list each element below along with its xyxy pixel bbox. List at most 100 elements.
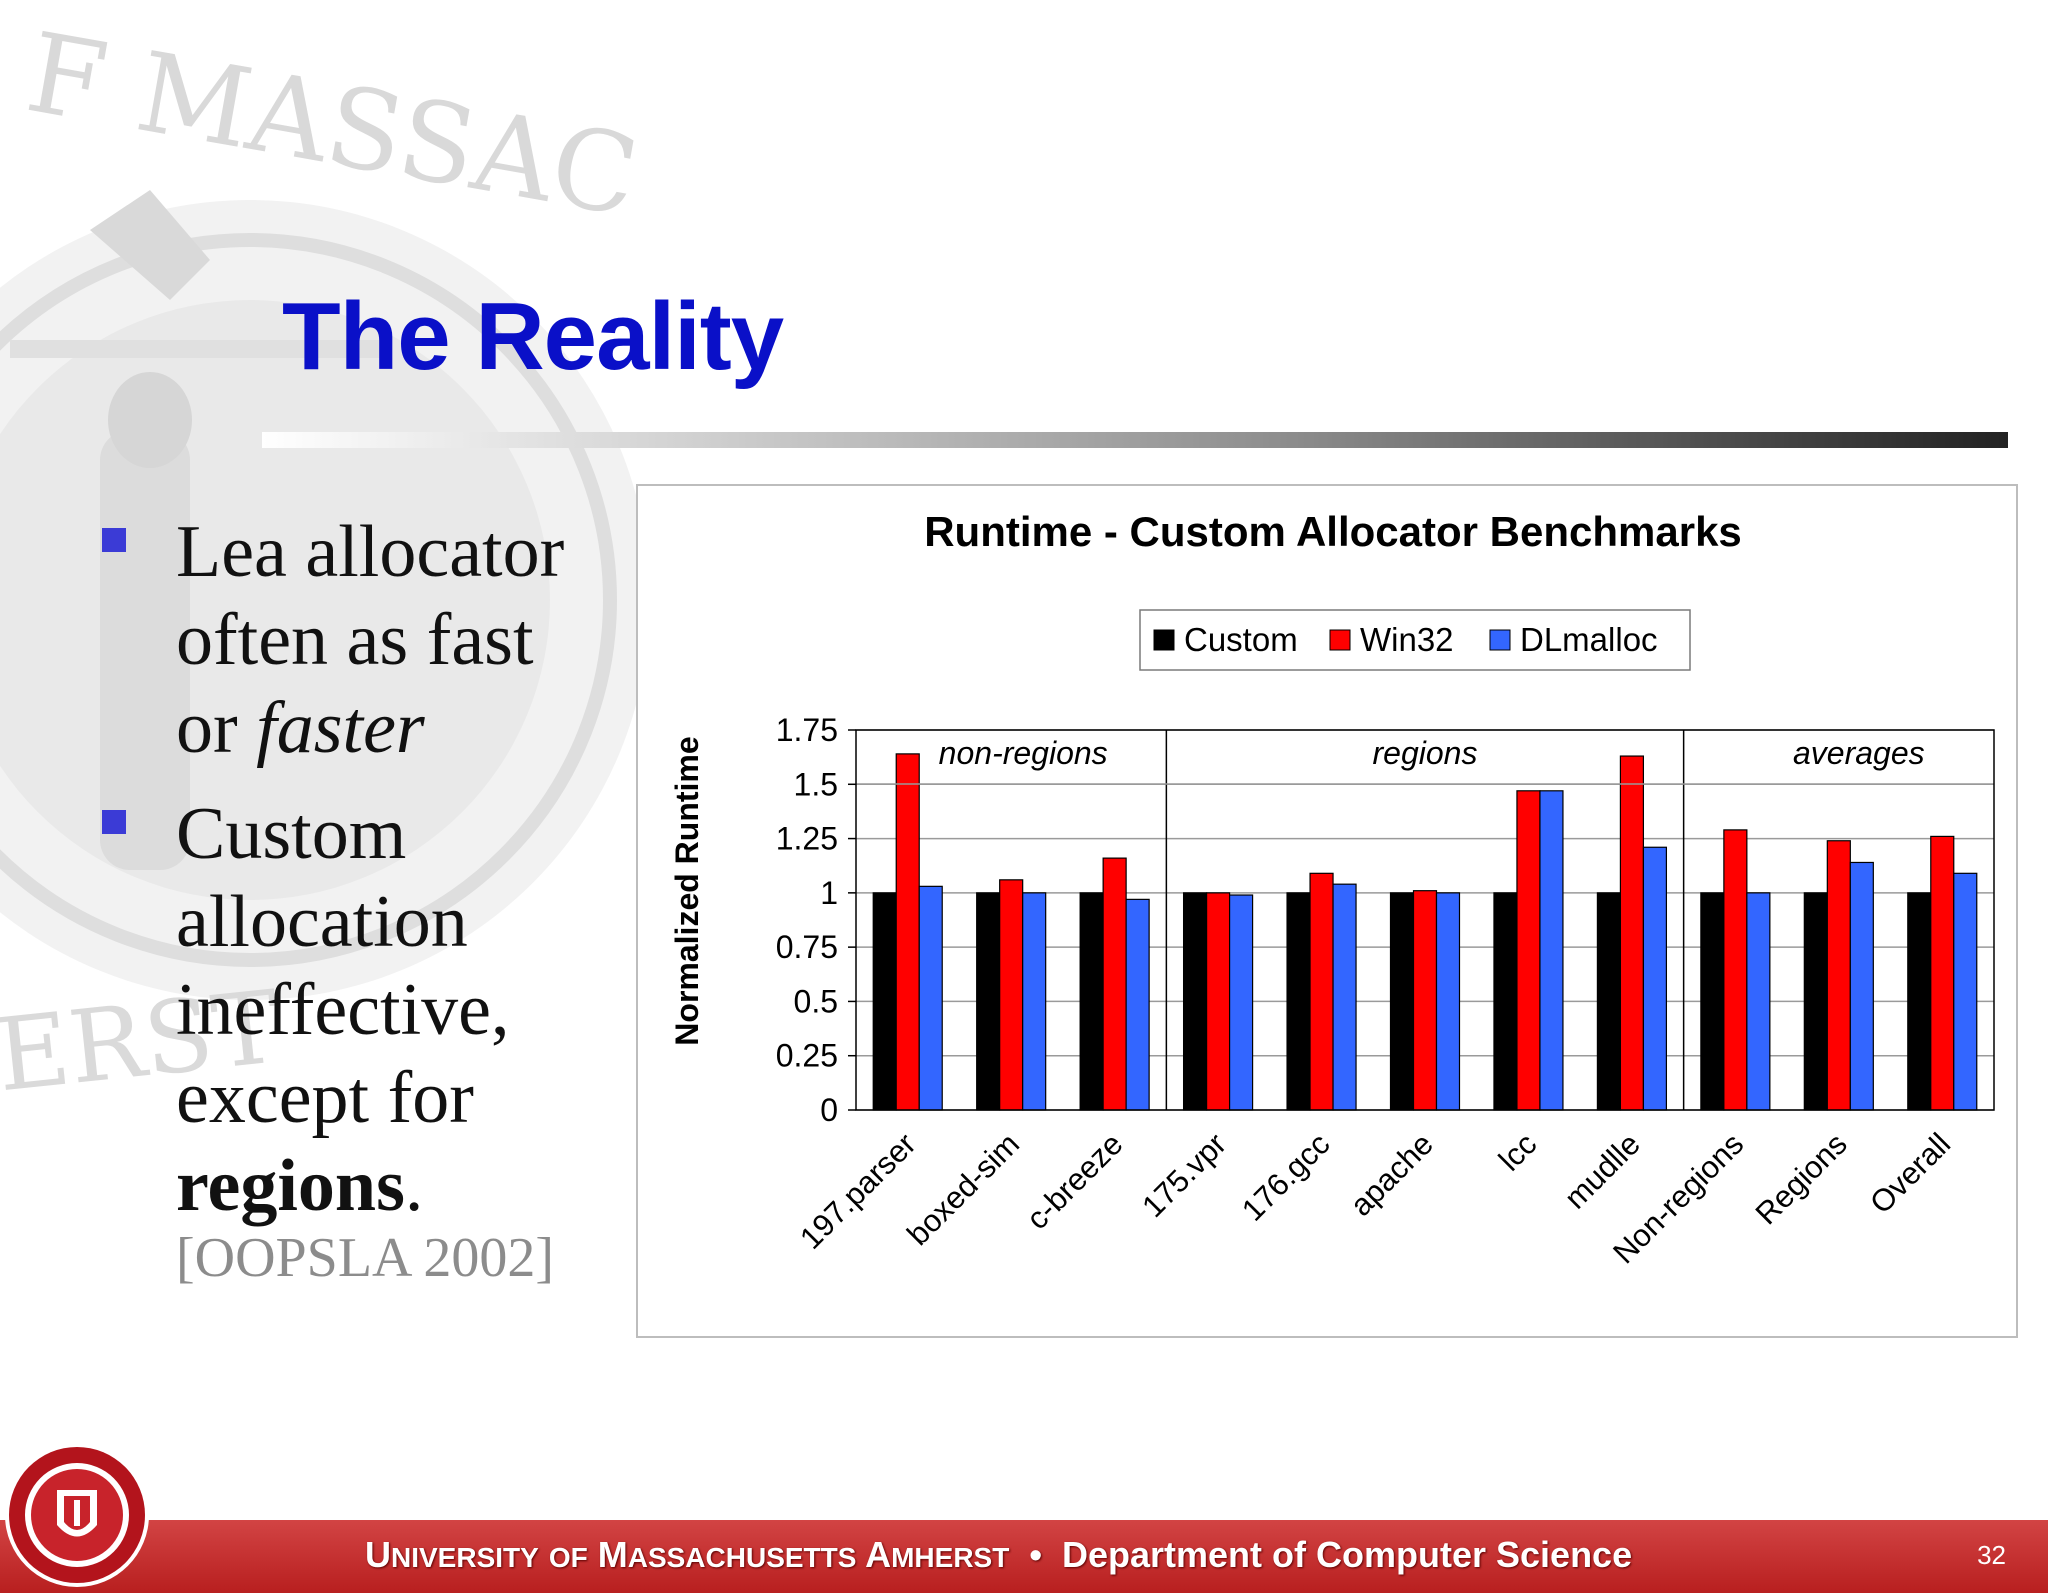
y-tick-label: 0 (820, 1092, 838, 1128)
footer-word-2: OF (548, 1542, 588, 1573)
x-tick-label: c-breeze (1020, 1126, 1130, 1236)
svg-text:F MASSAC: F MASSAC (18, 8, 647, 241)
footer-text: UNIVERSITY OF MASSACHUSETTS AMHERST • De… (365, 1534, 1632, 1576)
plot-area: 0 0.25 0.5 0.75 1 1.25 1.5 1.75 197.parserboxed-… (776, 712, 1995, 1270)
bar-dlmalloc-197-parser (918, 885, 943, 1111)
bullet-2-suffix: . (404, 1145, 424, 1227)
footer-word-4-cap: A (865, 1534, 892, 1575)
y-tick-label: 0.75 (776, 929, 838, 965)
y-tick-label: 1.75 (776, 712, 838, 748)
bullet-1-line-2: often as fast (176, 599, 534, 681)
bullet-2: Custom allocation ineffective, except fo… (176, 790, 510, 1230)
group-label: regions (1373, 735, 1478, 771)
bar-win32-c-breeze (1102, 857, 1127, 1111)
bar-win32-apache (1412, 890, 1438, 1111)
footer-word-1-cap: U (365, 1534, 391, 1575)
bullet-1-line-1: Lea allocator (176, 511, 565, 593)
bar-dlmalloc-176-gcc (1332, 883, 1357, 1111)
slide-title: The Reality (282, 283, 784, 390)
bar-win32-boxed-sim (999, 879, 1024, 1111)
legend-label-custom: Custom (1184, 621, 1298, 658)
bar-win32-overall (1930, 835, 1955, 1111)
bar-win32-mudlle (1619, 755, 1645, 1111)
bar-win32-176-gcc (1309, 872, 1334, 1111)
bar-custom-lcc (1493, 892, 1518, 1111)
bullet-2-line-1: Custom (176, 793, 407, 875)
bar-dlmalloc-apache (1435, 892, 1461, 1111)
footer-university: UNIVERSITY OF MASSACHUSETTS AMHERST (365, 1534, 1019, 1575)
x-tick-label: lcc (1492, 1126, 1544, 1178)
x-tick-label: Overall (1863, 1126, 1957, 1220)
footer-word-4-rest: MHERST (891, 1542, 1010, 1573)
x-tick-label: boxed-sim (900, 1126, 1026, 1252)
bullet-2-line-3: ineffective, (176, 969, 510, 1051)
x-tick-label: 175.vpr (1135, 1126, 1233, 1224)
bar-custom-non-regions (1700, 892, 1725, 1111)
footer-department: Department of Computer Science (1061, 1534, 1633, 1575)
bar-custom-mudlle (1596, 892, 1622, 1111)
citation: [OOPSLA 2002] (176, 1227, 555, 1289)
group-label: non-regions (939, 735, 1108, 771)
runtime-chart: Runtime - Custom Allocator Benchmarks No… (669, 508, 1995, 1270)
bar-dlmalloc-c-breeze (1125, 898, 1150, 1111)
bullet-marker-1 (102, 528, 126, 552)
bar-win32-regions (1826, 840, 1851, 1111)
bullet-1-emphasis: faster (256, 687, 425, 769)
y-tick-label: 0.25 (776, 1038, 838, 1074)
bullet-1: Lea allocator often as fast or faster (176, 508, 564, 772)
footer-word-4: AMHERST (865, 1534, 1009, 1575)
bar-win32-175-vpr (1205, 892, 1231, 1111)
bar-custom-197-parser (872, 892, 897, 1111)
bar-win32-197-parser (895, 753, 920, 1111)
bar-dlmalloc-mudlle (1642, 846, 1668, 1111)
bar-custom-overall (1907, 892, 1932, 1111)
y-tick-label: 1 (820, 875, 838, 911)
bar-dlmalloc-regions (1849, 861, 1874, 1111)
bar-custom-apache (1389, 892, 1415, 1111)
legend-box (1139, 609, 1691, 671)
footer-word-3: MASSACHUSETTS (598, 1534, 857, 1575)
bar-custom-c-breeze (1079, 892, 1104, 1111)
footer-word-1-rest: NIVERSITY (391, 1542, 539, 1573)
y-tick-label: 1.5 (794, 766, 838, 802)
y-tick-label: 1.25 (776, 821, 838, 857)
bullet-2-bold: regions (176, 1145, 405, 1227)
legend-swatch-dlmalloc (1489, 629, 1511, 651)
y-tick-label: 0.5 (794, 983, 838, 1019)
bar-dlmalloc-175-vpr (1228, 894, 1254, 1111)
bullet-marker-2 (102, 810, 126, 834)
bullet-2-line-2: allocation (176, 881, 468, 963)
bar-custom-176-gcc (1286, 892, 1311, 1111)
title-rule (262, 432, 2008, 448)
bar-dlmalloc-boxed-sim (1022, 892, 1047, 1111)
plot-frame (855, 729, 1995, 1111)
legend-swatch-custom (1153, 629, 1175, 651)
page-number: 32 (1977, 1540, 2006, 1570)
footer-separator: • (1029, 1534, 1042, 1575)
footer-word-1: UNIVERSITY (365, 1534, 539, 1575)
x-tick-label: 176.gcc (1235, 1126, 1337, 1228)
x-tick-label: 197.parser (793, 1126, 923, 1256)
bullet-2-line-5: regions. (176, 1142, 510, 1230)
bar-win32-non-regions (1723, 829, 1748, 1111)
legend-label-win32: Win32 (1360, 621, 1454, 658)
bar-custom-175-vpr (1182, 892, 1208, 1111)
chart-frame: Runtime - Custom Allocator Benchmarks No… (636, 484, 2018, 1338)
footer-bar: UNIVERSITY OF MASSACHUSETTS AMHERST • De… (0, 1520, 2048, 1593)
university-seal-icon (5, 1443, 149, 1587)
bar-custom-boxed-sim (976, 892, 1001, 1111)
x-tick-label: apache (1343, 1126, 1440, 1223)
footer-word-3-rest: ASSACHUSETTS (627, 1542, 857, 1573)
bar-win32-lcc (1516, 790, 1541, 1111)
bullet-1-line-3: or faster (176, 684, 564, 772)
bullet-1-line-3-prefix: or (176, 687, 257, 769)
seal-watermark: F MASSAC ERST (0, 8, 650, 1114)
x-tick-label: Regions (1749, 1126, 1854, 1231)
bar-custom-regions (1803, 892, 1828, 1111)
footer-word-3-cap: M (597, 1534, 628, 1575)
x-tick-label: mudlle (1558, 1126, 1647, 1215)
legend-swatch-win32 (1329, 629, 1351, 651)
legend-label-dlmalloc: DLmalloc (1520, 621, 1658, 658)
bar-dlmalloc-lcc (1539, 790, 1564, 1111)
y-axis-label: Normalized Runtime (669, 736, 705, 1045)
